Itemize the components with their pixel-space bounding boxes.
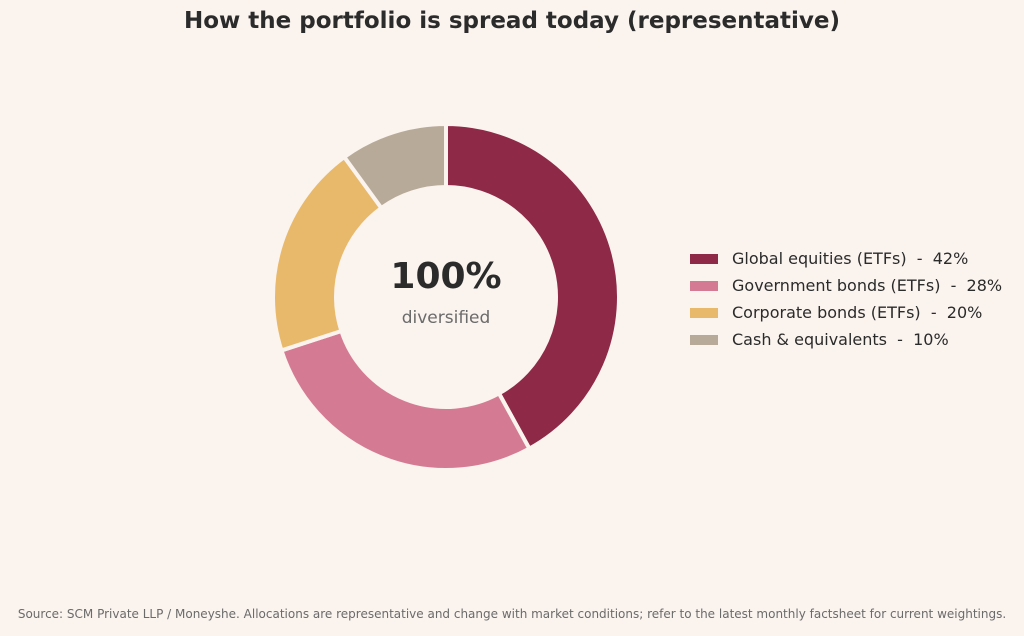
legend-label: Cash & equivalents - 10% [732, 330, 949, 349]
donut-slice-2 [278, 328, 533, 472]
donut-slice-1 [444, 121, 621, 452]
source-note: Source: SCM Private LLP / Moneyshe. Allo… [17, 607, 1007, 621]
legend-swatch [690, 253, 718, 264]
legend-item-1: Global equities (ETFs) - 42% [690, 245, 1002, 272]
center-caption: diversified [401, 308, 491, 328]
legend-swatch [690, 307, 718, 318]
legend: Global equities (ETFs) - 42% Government b… [690, 245, 1002, 353]
center-value: 100% [390, 256, 502, 297]
legend-label: Global equities (ETFs) - 42% [732, 249, 969, 268]
legend-label: Corporate bonds (ETFs) - 20% [732, 303, 983, 322]
legend-item-2: Government bonds (ETFs) - 28% [690, 272, 1002, 299]
donut-slice-4 [341, 121, 448, 211]
legend-label: Government bonds (ETFs) - 28% [732, 276, 1003, 295]
legend-item-4: Cash & equivalents - 10% [690, 326, 1002, 353]
legend-item-3: Corporate bonds (ETFs) - 20% [690, 299, 1002, 326]
legend-swatch [690, 334, 718, 345]
legend-swatch [690, 280, 718, 291]
chart-title: How the portfolio is spread today (repre… [183, 8, 841, 34]
